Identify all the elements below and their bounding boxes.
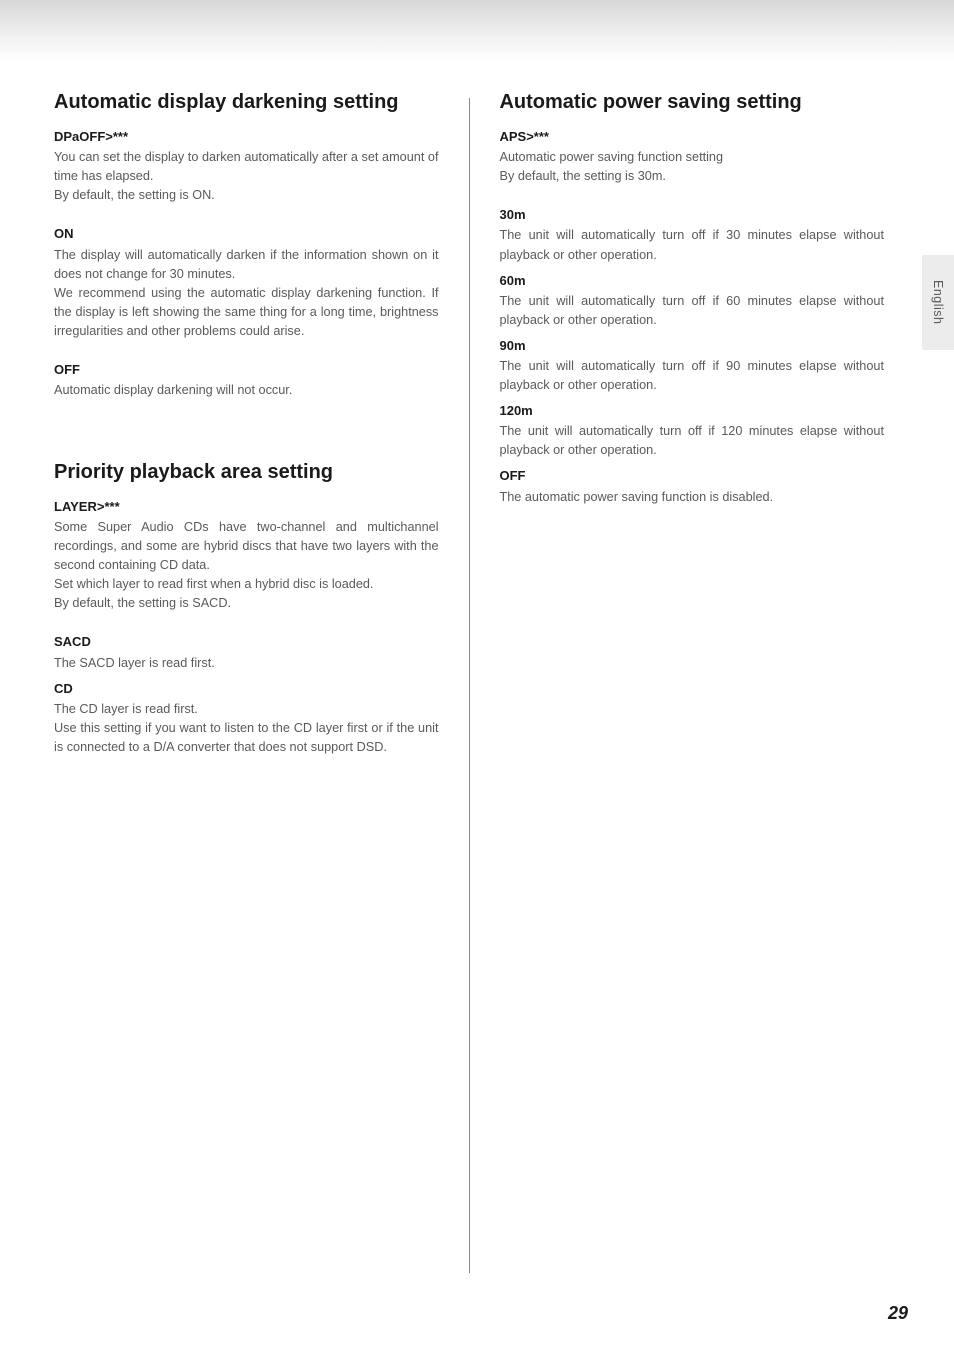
text-layer-p1: Some Super Audio CDs have two-channel an… — [54, 518, 439, 575]
right-column: Automatic power saving setting APS>*** A… — [499, 90, 884, 1273]
title-on: ON — [54, 225, 439, 243]
option-120m: 120m The unit will automatically turn of… — [499, 402, 884, 460]
text-on-p2: We recommend using the automatic display… — [54, 284, 439, 341]
section-priority-playback: Priority playback area setting LAYER>***… — [54, 460, 439, 757]
text-cd-p1: The CD layer is read first. — [54, 700, 439, 719]
text-sacd-p1: The SACD layer is read first. — [54, 654, 439, 673]
title-sacd: SACD — [54, 633, 439, 651]
option-60m: 60m The unit will automatically turn off… — [499, 272, 884, 330]
intro-layer: LAYER>*** Some Super Audio CDs have two-… — [54, 498, 439, 613]
title-30m: 30m — [499, 206, 884, 224]
title-aps-off: OFF — [499, 467, 884, 485]
text-120m-p1: The unit will automatically turn off if … — [499, 422, 884, 460]
language-tab-label: English — [931, 280, 945, 325]
option-aps-off: OFF The automatic power saving function … — [499, 467, 884, 506]
title-dpaoff: DPaOFF>*** — [54, 128, 439, 146]
text-30m-p1: The unit will automatically turn off if … — [499, 226, 884, 264]
text-90m-p1: The unit will automatically turn off if … — [499, 357, 884, 395]
heading-priority-playback: Priority playback area setting — [54, 460, 439, 484]
title-90m: 90m — [499, 337, 884, 355]
option-cd: CD The CD layer is read first. Use this … — [54, 680, 439, 757]
text-aps-off-p1: The automatic power saving function is d… — [499, 488, 884, 507]
title-120m: 120m — [499, 402, 884, 420]
text-layer-p3: By default, the setting is SACD. — [54, 594, 439, 613]
page-root: English Automatic display darkening sett… — [0, 0, 954, 1350]
text-dpaoff-p1: You can set the display to darken automa… — [54, 148, 439, 186]
text-on-p1: The display will automatically darken if… — [54, 246, 439, 284]
title-aps: APS>*** — [499, 128, 884, 146]
left-column: Automatic display darkening setting DPaO… — [54, 90, 439, 1273]
option-sacd: SACD The SACD layer is read first. — [54, 633, 439, 672]
title-cd: CD — [54, 680, 439, 698]
title-60m: 60m — [499, 272, 884, 290]
heading-power-saving: Automatic power saving setting — [499, 90, 884, 114]
text-60m-p1: The unit will automatically turn off if … — [499, 292, 884, 330]
heading-display-darkening: Automatic display darkening setting — [54, 90, 439, 114]
text-cd-p2: Use this setting if you want to listen t… — [54, 719, 439, 757]
header-gradient — [0, 0, 954, 60]
column-divider — [469, 98, 470, 1273]
text-aps-p2: By default, the setting is 30m. — [499, 167, 884, 186]
text-aps-p1: Automatic power saving function setting — [499, 148, 884, 167]
title-off: OFF — [54, 361, 439, 379]
option-on: ON The display will automatically darken… — [54, 225, 439, 340]
text-layer-p2: Set which layer to read first when a hyb… — [54, 575, 439, 594]
intro-dpaoff: DPaOFF>*** You can set the display to da… — [54, 128, 439, 205]
option-30m: 30m The unit will automatically turn off… — [499, 206, 884, 264]
text-dpaoff-p2: By default, the setting is ON. — [54, 186, 439, 205]
intro-aps: APS>*** Automatic power saving function … — [499, 128, 884, 186]
section-display-darkening: Automatic display darkening setting DPaO… — [54, 90, 439, 400]
page-number: 29 — [888, 1303, 908, 1324]
content-area: Automatic display darkening setting DPaO… — [54, 90, 884, 1273]
option-off: OFF Automatic display darkening will not… — [54, 361, 439, 400]
option-90m: 90m The unit will automatically turn off… — [499, 337, 884, 395]
language-tab: English — [922, 255, 954, 350]
text-off-p1: Automatic display darkening will not occ… — [54, 381, 439, 400]
title-layer: LAYER>*** — [54, 498, 439, 516]
